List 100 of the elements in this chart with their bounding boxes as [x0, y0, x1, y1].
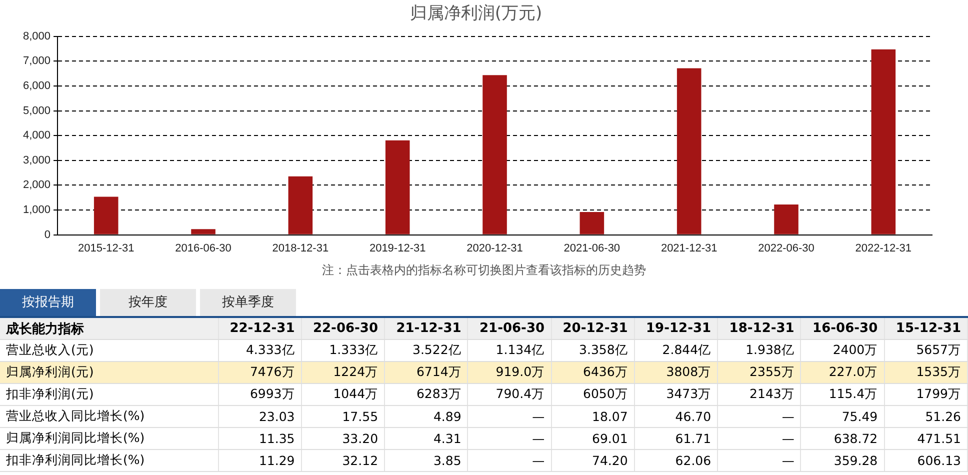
text: 6714万	[416, 364, 462, 379]
category-label: 22-06-30	[301, 318, 385, 340]
text: 6436万	[583, 364, 628, 379]
x-tick-label: 2021-06-30	[564, 242, 620, 254]
text: 1.134亿	[496, 342, 545, 357]
text: 3.85	[433, 453, 462, 468]
text: 69.01	[592, 431, 628, 446]
category-label: 16-06-30	[800, 318, 884, 340]
x-tick-label: 2021-12-31	[660, 242, 718, 254]
y-tick-label: 2,000	[22, 179, 51, 192]
text: —	[532, 453, 545, 468]
text: 4.89	[433, 409, 462, 424]
text: 2400万	[832, 342, 878, 357]
text: 2143万	[750, 386, 794, 401]
category-label: 归属净利润(元)	[6, 364, 94, 379]
text: 6993万	[250, 386, 295, 401]
text: 46.70	[675, 409, 712, 424]
text: 606.13	[917, 453, 961, 468]
y-tick-label: 5,000	[22, 104, 51, 117]
category-label: 21-12-31	[384, 318, 468, 340]
text: 32.12	[342, 453, 378, 468]
x-tick-label: 2015-12-31	[78, 242, 134, 254]
text: 115.4万	[828, 386, 878, 401]
x-tick-label: 2020-12-31	[466, 242, 523, 254]
y-tick-label: 7,000	[22, 55, 51, 68]
text: 359.28	[834, 453, 878, 468]
category-label: 扣非净利润(元)	[6, 386, 94, 401]
y-tick-label: 1,000	[22, 204, 51, 216]
text: 17.55	[342, 409, 378, 424]
x-tick-label: 2016-06-30	[175, 242, 232, 254]
text: 2355万	[750, 364, 794, 379]
category-label: 20-12-31	[551, 318, 634, 340]
text: 1.938亿	[746, 342, 794, 357]
text: 638.72	[834, 431, 878, 446]
category-label: 15-12-31	[884, 318, 968, 340]
bar	[191, 229, 216, 234]
x-tick-label: 2018-12-31	[272, 242, 329, 254]
text: 1224万	[333, 364, 378, 379]
text: 11.29	[258, 453, 295, 468]
text: 790.4万	[496, 386, 545, 401]
y-tick-label: 4,000	[22, 130, 51, 142]
text: 471.51	[917, 431, 961, 446]
text: 按年度	[100, 289, 196, 316]
bar	[288, 176, 313, 234]
text: 2.844亿	[662, 342, 712, 357]
x-tick-label: 2022-12-31	[855, 242, 912, 254]
x-tick-label: 2019-12-31	[369, 242, 426, 254]
text: 11.35	[258, 431, 295, 446]
text: —	[782, 409, 794, 424]
y-tick-label: 0	[44, 228, 51, 241]
text: 按报告期	[0, 289, 96, 316]
text: 1044万	[333, 386, 378, 401]
text: 3808万	[666, 364, 712, 379]
text: 33.20	[342, 431, 378, 446]
chart-title: 归属净利润(万元)	[410, 4, 542, 24]
category-label: 扣非净利润同比增长(%)	[6, 452, 145, 467]
bar	[385, 140, 410, 234]
text: —	[532, 409, 545, 424]
category-label: 19-12-31	[634, 318, 718, 340]
category-label: 21-06-30	[468, 318, 552, 340]
text: —	[782, 431, 794, 446]
bar	[676, 68, 702, 234]
category-label: 营业总收入同比增长(%)	[6, 408, 145, 423]
text: —	[532, 431, 545, 446]
y-tick-label: 8,000	[22, 30, 51, 42]
bar	[580, 212, 604, 234]
text: 62.06	[675, 453, 712, 468]
text: 成长能力指标	[0, 318, 218, 340]
category-label: 18-12-31	[718, 318, 801, 340]
text: 3.522亿	[412, 342, 462, 357]
y-tick-label: 3,000	[22, 154, 51, 166]
text: 6283万	[416, 386, 462, 401]
text: 注：点击表格内的指标名称可切换图片查看该指标的历史趋势	[321, 262, 647, 279]
category-label: 22-12-31	[218, 318, 302, 340]
category-label: 归属净利润同比增长(%)	[6, 430, 145, 445]
text: 3473万	[666, 386, 712, 401]
text: 1535万	[916, 364, 961, 379]
text: —	[782, 453, 794, 468]
x-tick-label: 2022-06-30	[758, 242, 814, 254]
text: 6050万	[583, 386, 628, 401]
bar	[482, 75, 507, 234]
bar	[871, 49, 896, 234]
category-label: 营业总收入(元)	[6, 342, 94, 357]
y-tick-label: 6,000	[22, 80, 51, 92]
text: 23.03	[258, 409, 295, 424]
text: 1.333亿	[329, 342, 378, 357]
text: 61.71	[675, 431, 712, 446]
text: 4.333亿	[246, 342, 295, 357]
bar	[774, 204, 798, 234]
text: 51.26	[925, 409, 961, 424]
text: 74.20	[592, 453, 628, 468]
text: 227.0万	[828, 364, 878, 379]
text: 4.31	[433, 431, 462, 446]
text: 18.07	[592, 409, 628, 424]
text: 按单季度	[200, 289, 296, 316]
text: 919.0万	[496, 364, 545, 379]
text: 75.49	[842, 409, 878, 424]
bar	[94, 196, 118, 234]
text: 5657万	[916, 342, 961, 357]
text: 1799万	[916, 386, 961, 401]
